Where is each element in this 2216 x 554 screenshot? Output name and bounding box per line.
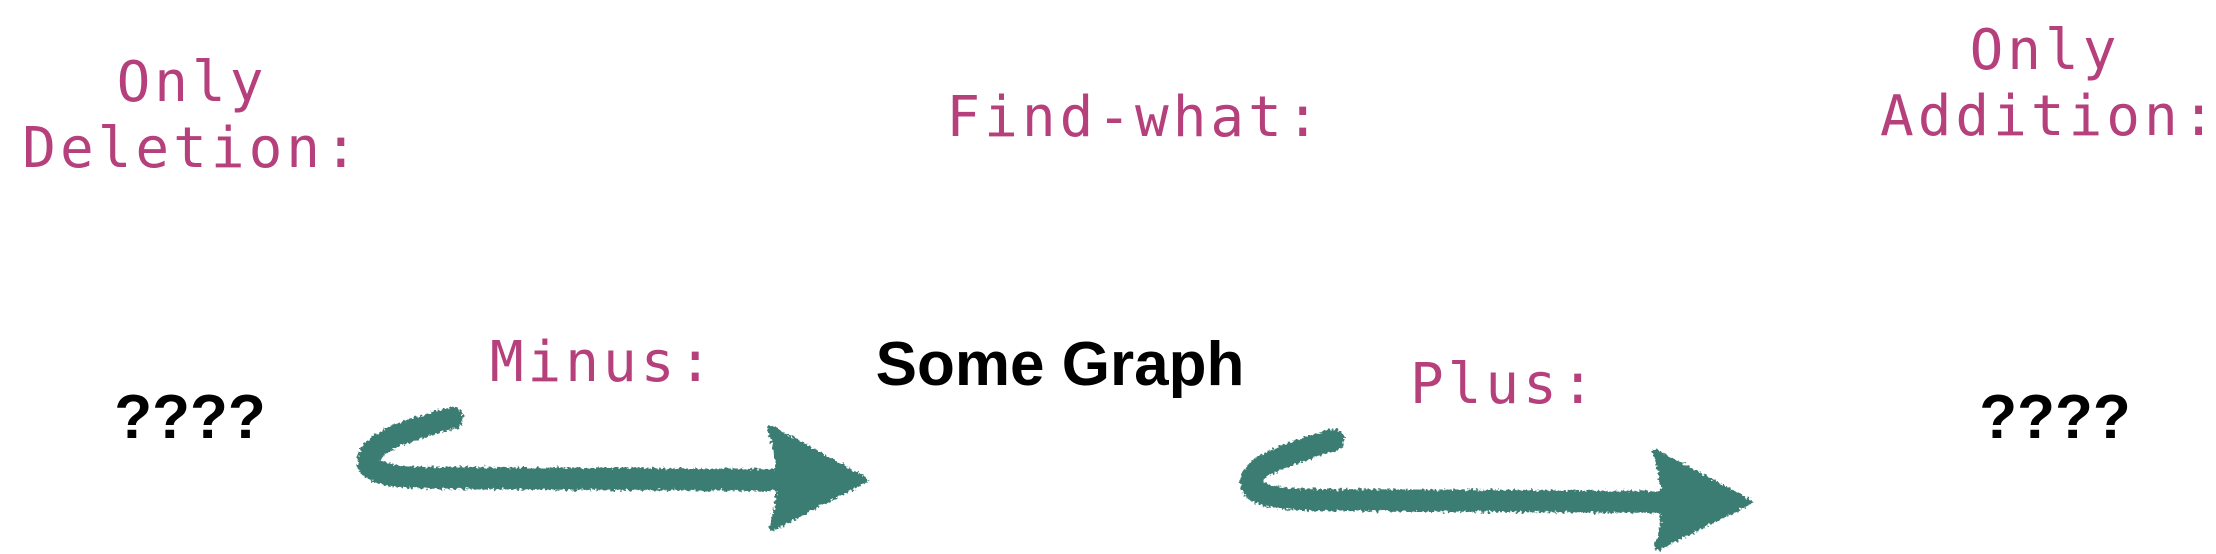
plus-label: Plus: bbox=[1410, 352, 1599, 417]
minus-arrow-shape bbox=[357, 407, 868, 531]
only-deletion-label: Only Deletion: bbox=[22, 50, 362, 181]
minus-arrow-icon bbox=[357, 407, 868, 531]
left-unknown-graph: ???? bbox=[114, 383, 266, 452]
plus-arrow-shape bbox=[1240, 429, 1752, 551]
some-graph-label: Some Graph bbox=[875, 330, 1245, 399]
minus-label: Minus: bbox=[489, 330, 717, 395]
only-addition-label: Only Addition: bbox=[1880, 18, 2216, 149]
plus-arrow-icon bbox=[1240, 429, 1752, 551]
right-unknown-graph: ???? bbox=[1979, 383, 2131, 452]
find-what-label: Find-what: bbox=[946, 85, 1324, 150]
